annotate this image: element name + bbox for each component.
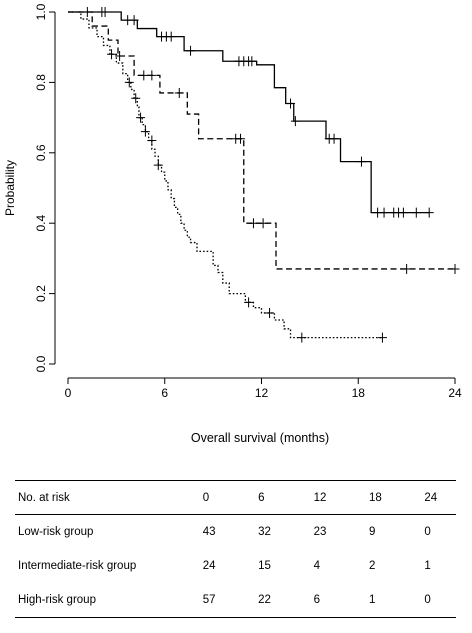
risk-cell: 22 [258, 583, 314, 618]
risk-cell: 24 [202, 560, 216, 572]
censor-mark [286, 98, 296, 109]
censor-mark [100, 7, 110, 17]
risk-cell: 32 [258, 526, 271, 538]
censor-mark [236, 133, 246, 144]
risk-row-label: Low-risk group [18, 526, 94, 538]
censor-mark [107, 49, 117, 60]
censor-mark [139, 70, 149, 81]
risk-cell: 2 [368, 560, 376, 572]
risk-row-label: Intermediate-risk group [18, 560, 137, 572]
censor-mark [247, 56, 257, 67]
y-tick-label: 0.2 [34, 285, 48, 302]
x-tick-label: 0 [65, 386, 72, 400]
risk-cell: 6 [258, 480, 314, 515]
y-tick-label: 0.0 [34, 355, 48, 372]
plot-axes: 0.0 0.2 0.4 0.6 0.8 1.0 0 6 12 18 24 [34, 3, 462, 400]
censor-mark [450, 263, 460, 274]
censor-mark [131, 93, 141, 104]
risk-table-row: High-risk group 57 22 6 1 0 [15, 583, 456, 618]
survival-curve-dashed [68, 11, 455, 270]
risk-cell: 4 [313, 560, 320, 572]
risk-cell: 57 [202, 583, 259, 618]
risk-table-row: Low-risk group 43 32 23 9 0 [15, 515, 456, 550]
y-tick-label: 0.8 [34, 74, 48, 91]
x-axis-label: Overall survival (months) [191, 431, 329, 445]
censor-mark [115, 51, 125, 61]
km-plot: 0.0 0.2 0.4 0.6 0.8 1.0 0 6 12 18 24 Probability O… [3, 3, 462, 445]
x-tick-label: 6 [161, 386, 168, 400]
risk-table: No. at risk 0 6 12 18 24 Low-risk group 43 32 23 9… [15, 480, 456, 618]
censor-mark [297, 332, 307, 343]
x-tick-label: 24 [448, 386, 462, 400]
y-tick-label: 1.0 [34, 3, 48, 20]
survival-curve-solid [68, 11, 430, 214]
censor-mark [136, 112, 146, 123]
censor-mark [147, 70, 157, 81]
survival-curves [68, 7, 460, 343]
censor-mark [424, 207, 434, 218]
risk-row-label: No. at risk [15, 480, 203, 515]
censor-mark [174, 87, 184, 98]
censor-mark [356, 156, 366, 167]
risk-cell: 0 [424, 583, 456, 618]
censor-mark [129, 15, 139, 26]
x-tick-label: 18 [352, 386, 366, 400]
censor-mark [329, 133, 339, 144]
risk-cell: 1 [368, 583, 425, 618]
y-tick-label: 0.6 [34, 144, 48, 161]
y-tick-label: 0.4 [34, 215, 48, 232]
censor-mark [147, 135, 157, 146]
risk-cell: 0 [202, 480, 259, 515]
risk-cell: 24 [424, 480, 456, 515]
risk-cell: 0 [424, 526, 431, 538]
risk-cell: 9 [368, 526, 376, 538]
censor-mark [379, 207, 389, 218]
risk-cell: 12 [313, 480, 369, 515]
censor-mark [248, 218, 258, 229]
censor-mark [258, 218, 268, 229]
censor-mark [411, 207, 421, 218]
censor-mark [377, 332, 387, 343]
censor-mark [244, 297, 254, 308]
risk-cell: 23 [313, 526, 327, 538]
censor-mark [186, 45, 196, 56]
censor-mark [124, 77, 134, 88]
censor-mark [290, 116, 300, 127]
censor-mark [402, 263, 412, 274]
risk-cell: 6 [313, 583, 369, 618]
censor-mark [398, 207, 408, 218]
risk-cell: 1 [424, 560, 431, 572]
y-axis-label: Probability [3, 160, 17, 216]
risk-table-row: Intermediate-risk group 24 15 4 2 1 [15, 549, 456, 583]
censor-mark [153, 160, 163, 171]
censor-mark [166, 31, 176, 42]
censor-mark [265, 307, 275, 318]
risk-table-row: No. at risk 0 6 12 18 24 [15, 480, 456, 515]
risk-cell: 43 [202, 526, 216, 538]
risk-cell: 18 [368, 480, 425, 515]
risk-cell: 15 [258, 560, 271, 572]
x-tick-label: 12 [255, 386, 269, 400]
risk-row-label: High-risk group [15, 583, 203, 618]
censor-mark [140, 126, 150, 137]
